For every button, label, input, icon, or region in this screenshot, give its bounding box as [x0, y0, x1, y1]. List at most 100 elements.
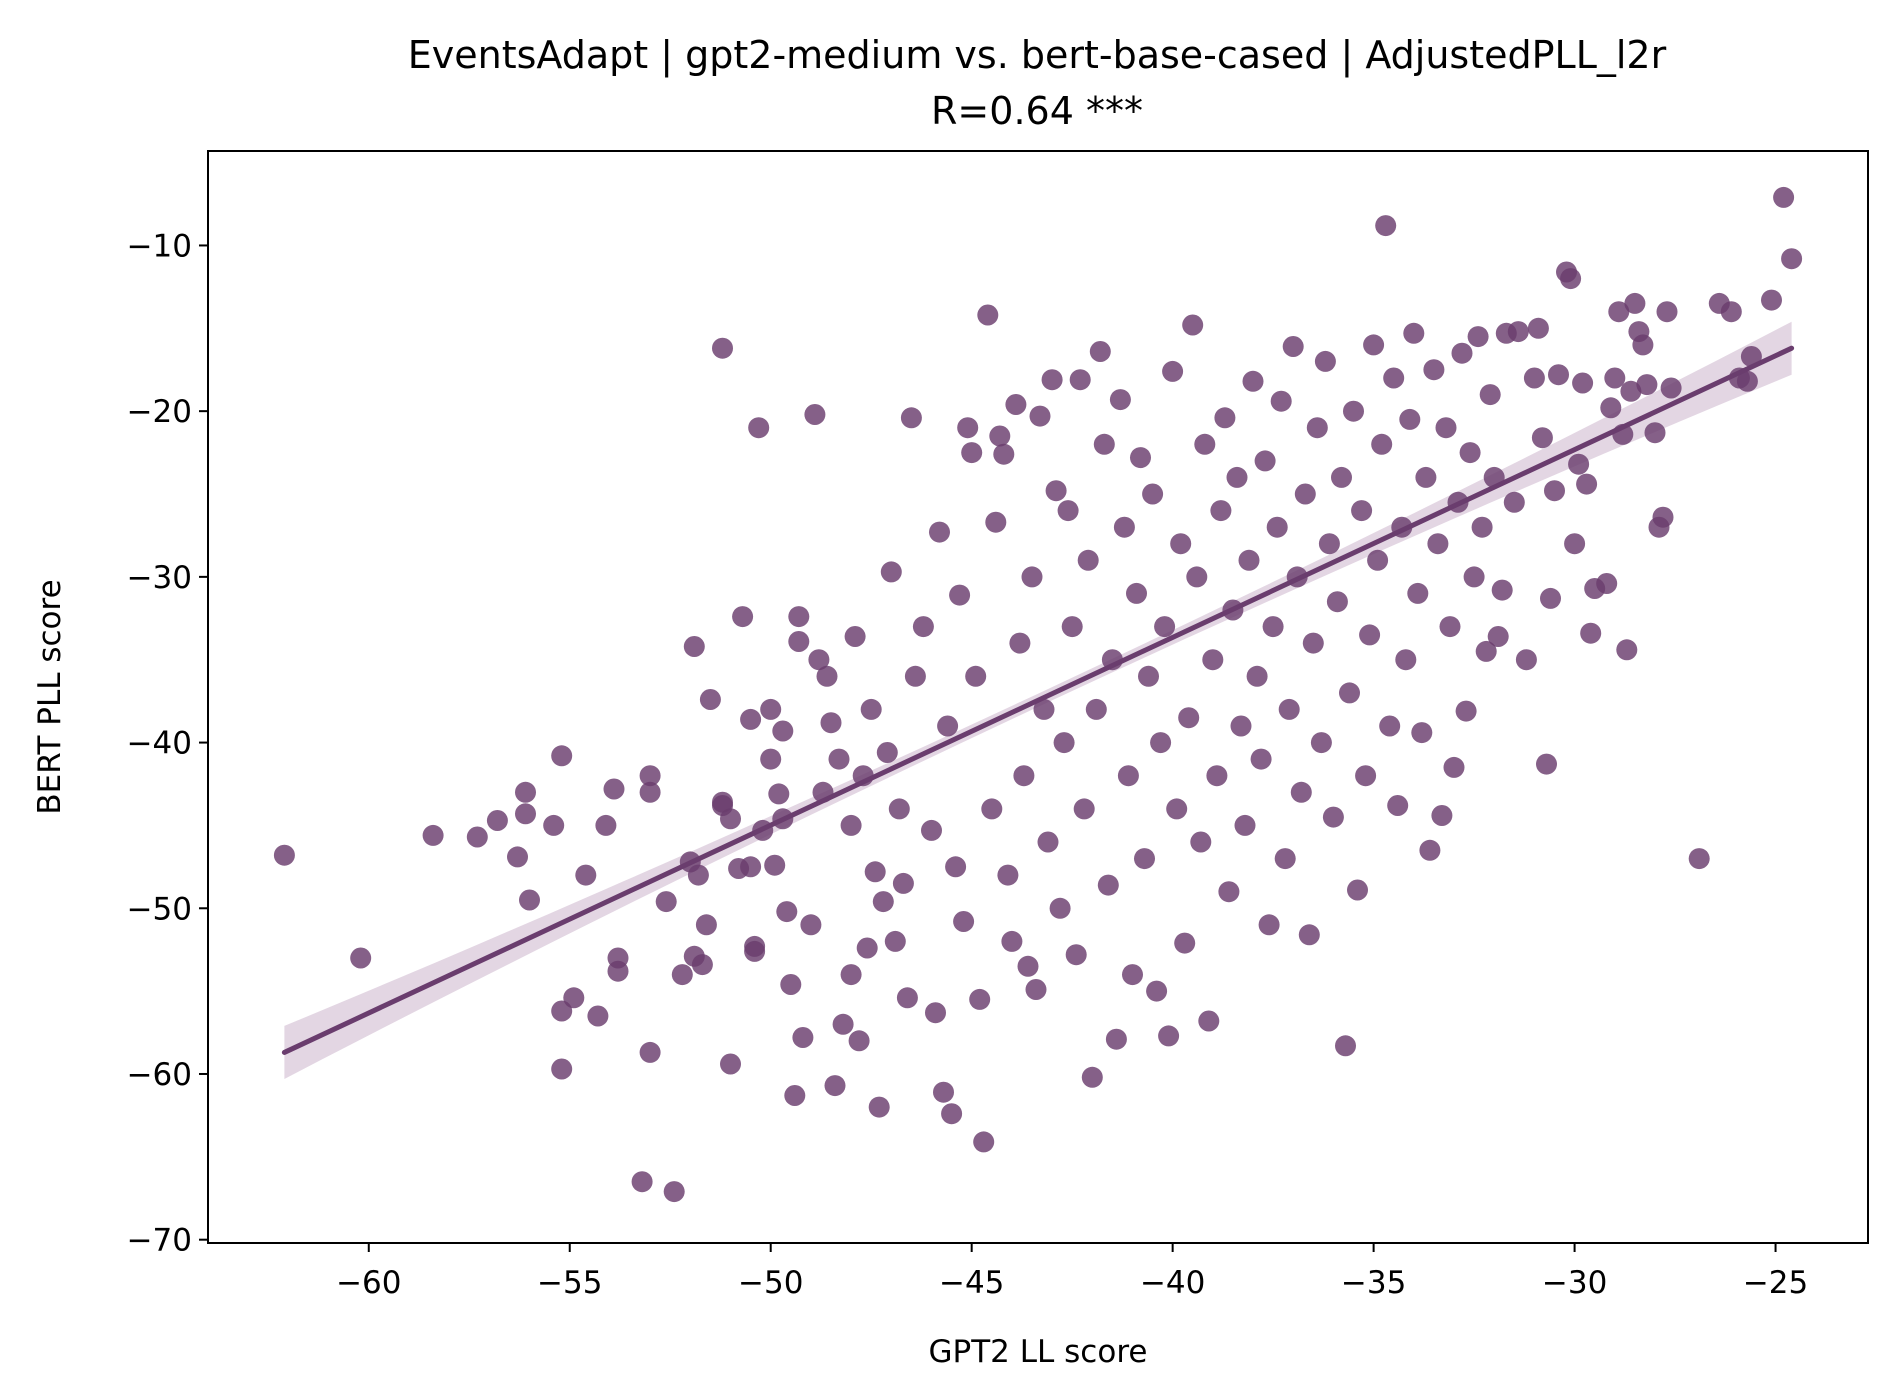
scatter-point	[760, 698, 782, 720]
scatter-point	[663, 1181, 685, 1203]
y-axis-ticks: −70 −60 −50 −40 −30 −20 −10	[127, 228, 208, 1259]
scatter-point	[1318, 533, 1340, 555]
scatter-point	[1347, 879, 1368, 901]
scatter-point	[1359, 624, 1381, 646]
scatter-point	[1122, 964, 1143, 986]
scatter-point	[1013, 765, 1035, 787]
scatter-point	[1399, 408, 1421, 430]
scatter-point	[1274, 848, 1296, 870]
scatter-point	[864, 861, 886, 883]
scatter-point	[1736, 370, 1758, 392]
scatter-point	[1608, 301, 1630, 323]
scatter-point	[1150, 732, 1172, 754]
scatter-point	[639, 781, 661, 803]
scatter-point	[848, 1030, 870, 1052]
scatter-point	[1439, 616, 1461, 638]
scatter-point	[519, 889, 540, 911]
scatter-point	[1467, 326, 1489, 348]
scatter-point	[687, 864, 709, 886]
y-tick-label: −30	[127, 560, 192, 596]
scatter-point	[1423, 359, 1445, 381]
scatter-point	[1463, 566, 1485, 588]
scatter-point	[1523, 367, 1545, 389]
scatter-point	[1540, 587, 1561, 609]
scatter-point	[543, 814, 565, 836]
scatter-point	[712, 791, 733, 813]
scatter-point	[1218, 881, 1240, 903]
scatter-point	[1335, 1035, 1356, 1057]
scatter-point	[1624, 292, 1646, 314]
scatter-point	[788, 631, 810, 652]
scatter-point	[1154, 616, 1176, 638]
scatter-point	[507, 846, 528, 868]
scatter-point	[1126, 582, 1147, 604]
scatter-point	[1242, 370, 1264, 392]
scatter-point	[880, 561, 902, 583]
scatter-point	[1616, 639, 1638, 661]
scatter-point	[655, 891, 677, 913]
scatter-point	[1202, 649, 1224, 671]
scatter-point	[603, 778, 625, 800]
scatter-point	[1351, 500, 1373, 522]
x-tick-label: −45	[939, 1265, 1004, 1301]
regression-line	[281, 345, 1795, 1055]
scatter-point	[1375, 215, 1397, 237]
scatter-point	[273, 844, 295, 866]
scatter-point	[1093, 433, 1115, 455]
scatter-point	[699, 689, 721, 710]
scatter-point	[1656, 301, 1678, 323]
x-tick-label: −55	[537, 1265, 602, 1301]
scatter-point	[1720, 301, 1742, 323]
y-tick-label: −40	[127, 726, 192, 762]
scatter-point	[925, 1002, 946, 1024]
scatter-point	[1029, 405, 1051, 427]
scatter-point	[1238, 549, 1260, 571]
scatter-point	[784, 1085, 806, 1106]
scatter-point	[1475, 640, 1497, 662]
scatter-point	[844, 626, 866, 647]
scatter-point	[800, 914, 822, 936]
scatter-point	[772, 720, 794, 742]
scatter-point	[896, 987, 918, 1009]
scatter-point	[1507, 321, 1529, 343]
scatter-point	[1174, 932, 1196, 954]
scatter-point	[1105, 1028, 1127, 1050]
scatter-point	[884, 930, 906, 952]
scatter-point	[1073, 798, 1095, 820]
scatter-point	[860, 698, 882, 720]
scatter-point	[1387, 795, 1409, 816]
scatter-point	[1061, 616, 1083, 638]
scatter-point	[965, 665, 987, 687]
scatter-point	[912, 616, 934, 638]
x-tick-label: −30	[1542, 1265, 1607, 1301]
scatter-point	[732, 606, 754, 628]
scatter-point	[1435, 417, 1457, 439]
scatter-point	[1194, 433, 1216, 455]
scatter-point	[1548, 364, 1569, 386]
scatter-point	[1258, 914, 1280, 936]
scatter-point	[1326, 591, 1348, 613]
scatter-point	[904, 665, 926, 687]
scatter-point	[1331, 466, 1352, 488]
scatter-point	[1383, 367, 1405, 389]
scatter-point	[1037, 831, 1059, 853]
scatter-point	[1343, 400, 1364, 422]
scatter-point	[1564, 533, 1586, 555]
scatter-point	[1270, 390, 1292, 412]
scatter-point	[1113, 516, 1135, 538]
scatter-point	[1515, 649, 1537, 671]
scatter-point	[1210, 500, 1232, 522]
scatter-point	[466, 826, 488, 848]
regression-line-group	[281, 345, 1795, 1055]
scatter-point	[888, 798, 910, 820]
scatter-point	[1688, 848, 1710, 870]
scatter-point	[720, 1053, 741, 1075]
scatter-point	[1134, 848, 1155, 870]
scatter-point	[1246, 665, 1268, 687]
scatter-point	[1294, 483, 1316, 505]
scatter-point	[997, 864, 1019, 886]
y-tick-label: −20	[127, 394, 192, 430]
scatter-point	[768, 783, 790, 805]
y-tick-label: −50	[127, 891, 192, 927]
